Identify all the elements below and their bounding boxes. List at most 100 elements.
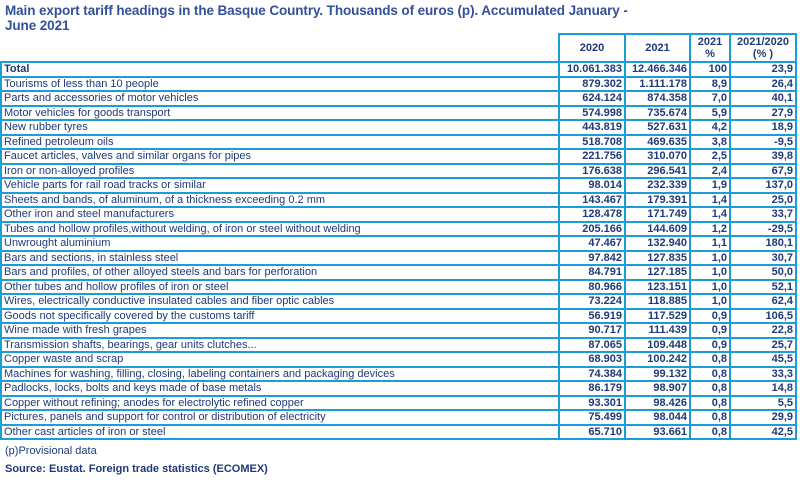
provisional-data-note: (p)Provisional data <box>5 445 97 457</box>
column-header-2021-2020-pct: 2021/2020 (% ) <box>729 33 797 63</box>
row-value: 93.301 <box>558 394 626 411</box>
row-label: Copper waste and scrap <box>0 351 560 368</box>
total-row-label: Total <box>0 61 560 78</box>
row-value: 1,0 <box>689 278 731 295</box>
row-value: 100.242 <box>624 351 691 368</box>
row-value: 1,1 <box>689 235 731 252</box>
row-label: Wine made with fresh grapes <box>0 322 560 339</box>
row-value: 80.966 <box>558 278 626 295</box>
table-row: Bars and profiles, of other alloyed stee… <box>0 264 797 281</box>
row-value: 624.124 <box>558 90 626 107</box>
row-value: 56.919 <box>558 307 626 324</box>
row-label: Vehicle parts for rail road tracks or si… <box>0 177 560 194</box>
table-row: Tourisms of less than 10 people 879.302 1.… <box>0 75 797 92</box>
total-value-2020: 10.061.383 <box>558 61 626 78</box>
row-value: 0,9 <box>689 322 731 339</box>
table-row: Other tubes and hollow profiles of iron … <box>0 278 797 295</box>
row-value: 74.384 <box>558 365 626 382</box>
row-value: 179.391 <box>624 191 691 208</box>
row-label: Transmission shafts, bearings, gear unit… <box>0 336 560 353</box>
row-label: Parts and accessories of motor vehicles <box>0 90 560 107</box>
row-value: 87.065 <box>558 336 626 353</box>
row-value: 18,9 <box>729 119 797 136</box>
row-value: 221.756 <box>558 148 626 165</box>
row-label: Refined petroleum oils <box>0 133 560 150</box>
page-title: Main export tariff headings in the Basqu… <box>5 3 800 33</box>
row-value: 25,7 <box>729 336 797 353</box>
row-value: 144.609 <box>624 220 691 237</box>
row-label: Faucet articles, valves and similar orga… <box>0 148 560 165</box>
row-value: 30,7 <box>729 249 797 266</box>
table-row: Sheets and bands, of aluminum, of a thic… <box>0 191 797 208</box>
row-value: 0,8 <box>689 423 731 440</box>
row-value: 118.885 <box>624 293 691 310</box>
row-value: 45,5 <box>729 351 797 368</box>
row-value: 469.635 <box>624 133 691 150</box>
table-row: Vehicle parts for rail road tracks or si… <box>0 177 797 194</box>
row-value: 232.339 <box>624 177 691 194</box>
row-label: New rubber tyres <box>0 119 560 136</box>
row-value: 132.940 <box>624 235 691 252</box>
row-value: 39,8 <box>729 148 797 165</box>
table-row: Motor vehicles for goods transport 574.99… <box>0 104 797 121</box>
row-value: 874.358 <box>624 90 691 107</box>
row-value: 3,8 <box>689 133 731 150</box>
page-title-line-2: June 2021 <box>5 18 70 33</box>
row-value: 137,0 <box>729 177 797 194</box>
row-value: 143.467 <box>558 191 626 208</box>
row-label: Tourisms of less than 10 people <box>0 75 560 92</box>
row-value: 97.842 <box>558 249 626 266</box>
row-value: 735.674 <box>624 104 691 121</box>
row-label: Goods not specifically covered by the cu… <box>0 307 560 324</box>
export-tariff-table: 2020 2021 2021 % 2021/2020 (% ) Total 10… <box>0 33 797 440</box>
table-row: Machines for washing, filling, closing, … <box>0 365 797 382</box>
row-value: 67,9 <box>729 162 797 179</box>
row-value: -9,5 <box>729 133 797 150</box>
table-row: Other cast articles of iron or steel 65.7… <box>0 423 797 440</box>
row-value: 5,5 <box>729 394 797 411</box>
row-value: 443.819 <box>558 119 626 136</box>
row-value: 90.717 <box>558 322 626 339</box>
row-value: 0,9 <box>689 336 731 353</box>
row-value: 0,9 <box>689 307 731 324</box>
table-row: Refined petroleum oils 518.708 469.635 3,8-… <box>0 133 797 150</box>
row-value: 180,1 <box>729 235 797 252</box>
row-value: 22,8 <box>729 322 797 339</box>
total-value-pct: 100 <box>689 61 731 78</box>
row-value: 27,9 <box>729 104 797 121</box>
row-value: 1.111.178 <box>624 75 691 92</box>
row-value: 0,8 <box>689 380 731 397</box>
table-row: Bars and sections, in stainless steel 97.… <box>0 249 797 266</box>
row-value: 86.179 <box>558 380 626 397</box>
row-value: 75.499 <box>558 409 626 426</box>
row-value: 127.835 <box>624 249 691 266</box>
row-value: 33,3 <box>729 365 797 382</box>
row-label: Padlocks, locks, bolts and keys made of … <box>0 380 560 397</box>
row-value: 879.302 <box>558 75 626 92</box>
row-label: Pictures, panels and support for control… <box>0 409 560 426</box>
row-value: 0,8 <box>689 394 731 411</box>
row-label: Bars and profiles, of other alloyed stee… <box>0 264 560 281</box>
row-value: 98.426 <box>624 394 691 411</box>
row-value: 109.448 <box>624 336 691 353</box>
table-row: Other iron and steel manufacturers 128.47… <box>0 206 797 223</box>
table-row: Unwrought aluminium 47.467 132.940 1,1 180,1 <box>0 235 797 252</box>
column-header-2021-pct: 2021 % <box>689 33 731 63</box>
row-value: 518.708 <box>558 133 626 150</box>
table-row: Padlocks, locks, bolts and keys made of … <box>0 380 797 397</box>
row-value: 2,5 <box>689 148 731 165</box>
row-label: Other iron and steel manufacturers <box>0 206 560 223</box>
row-value: 52,1 <box>729 278 797 295</box>
row-value: 1,4 <box>689 191 731 208</box>
row-value: 5,9 <box>689 104 731 121</box>
row-label: Iron or non-alloyed profiles <box>0 162 560 179</box>
row-value: 296.541 <box>624 162 691 179</box>
row-value: 68.903 <box>558 351 626 368</box>
table-row: Faucet articles, valves and similar orga… <box>0 148 797 165</box>
table-row: Parts and accessories of motor vehicles 6… <box>0 90 797 107</box>
row-value: 7,0 <box>689 90 731 107</box>
row-value: 4,2 <box>689 119 731 136</box>
row-label: Bars and sections, in stainless steel <box>0 249 560 266</box>
row-value: 14,8 <box>729 380 797 397</box>
row-value: 26,4 <box>729 75 797 92</box>
